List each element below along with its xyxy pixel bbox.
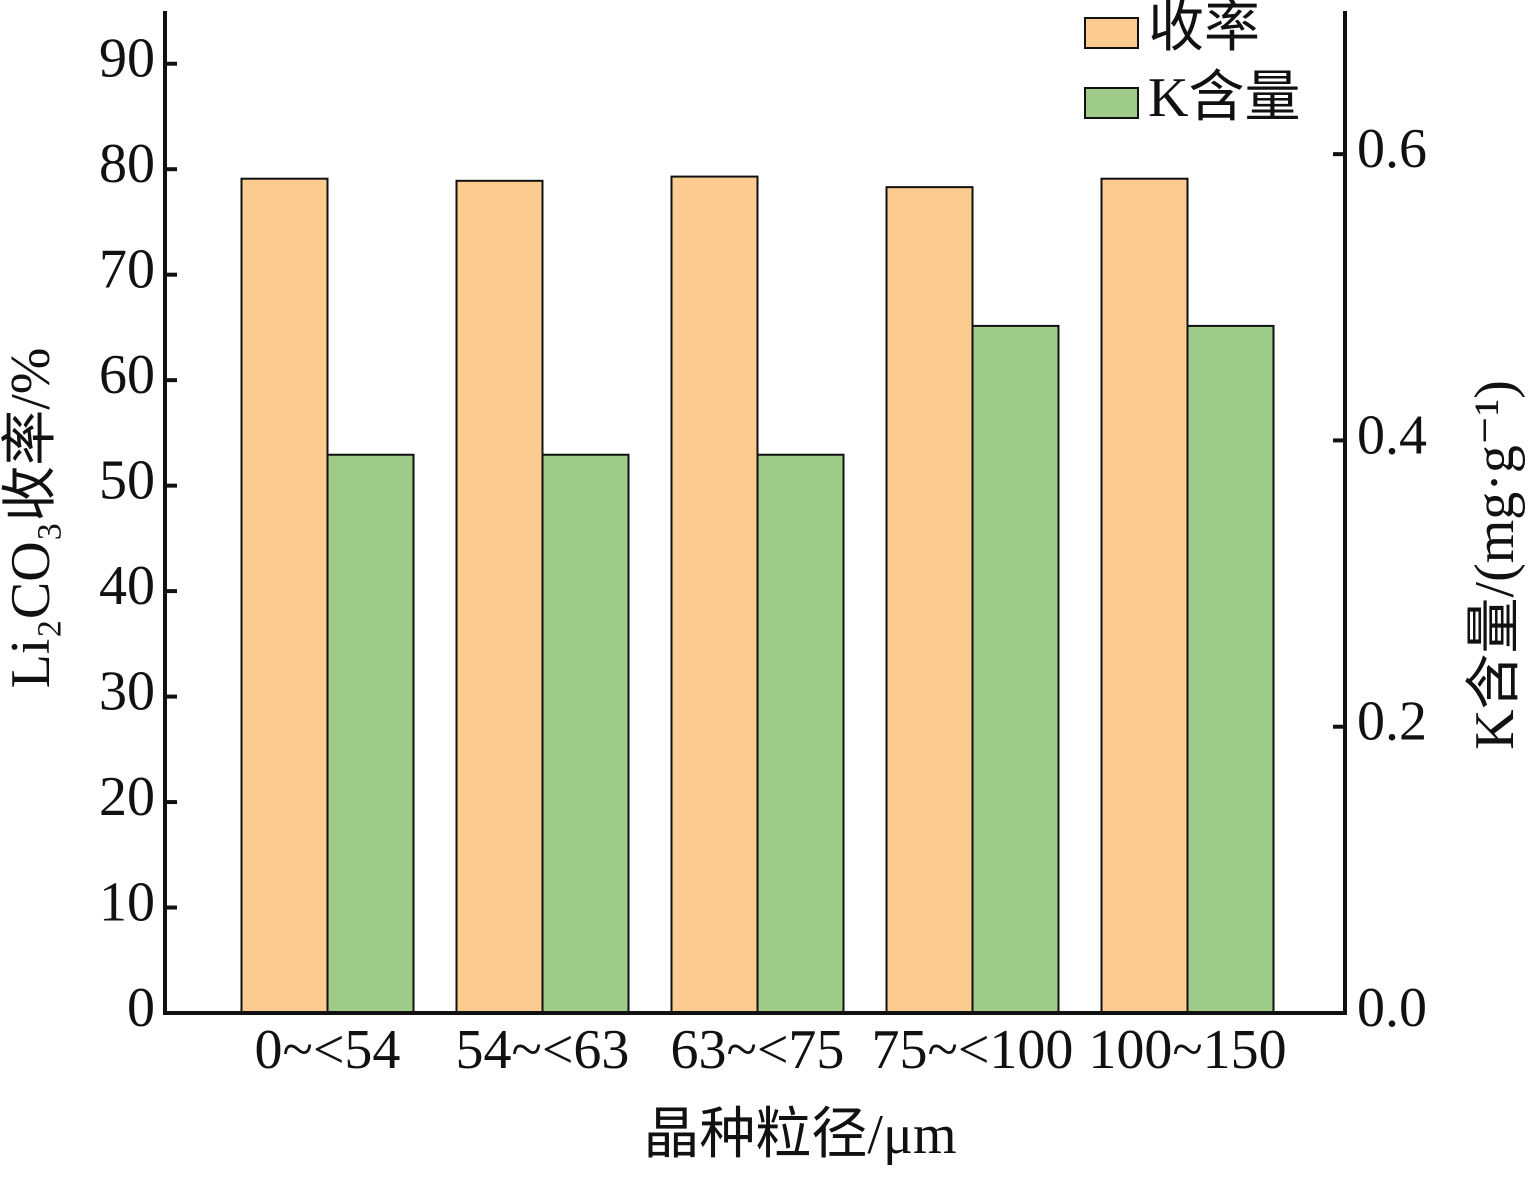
- bar: [1186, 324, 1275, 1014]
- x-tick-label: 0~<54: [255, 1019, 401, 1081]
- bar: [541, 453, 630, 1014]
- y-tick-label: 0: [127, 977, 155, 1039]
- x-tick-label: 63~<75: [671, 1019, 845, 1081]
- bar: [326, 453, 415, 1014]
- x-axis-label: 晶种粒径/μm: [643, 1104, 956, 1166]
- y-tick-label: 10: [99, 871, 155, 933]
- y-tick-label: 30: [99, 660, 155, 722]
- x-tick-label: 100~150: [1088, 1019, 1286, 1081]
- y2-tick-label: 0.6: [1357, 118, 1427, 180]
- x-tick-label: 54~<63: [456, 1019, 630, 1081]
- bar: [670, 175, 759, 1014]
- y2-tick-label: 0.4: [1357, 404, 1427, 466]
- bar: [240, 177, 329, 1014]
- y2-axis-label: K含量/(mg·g⁻¹): [1464, 380, 1526, 750]
- y-tick-label: 50: [99, 449, 155, 511]
- y-tick-label: 40: [99, 555, 155, 617]
- y2-tick-label: 0.0: [1357, 977, 1427, 1039]
- legend-swatch: [1084, 17, 1139, 49]
- y-tick-label: 90: [99, 28, 155, 90]
- legend-label: 收率: [1148, 0, 1260, 59]
- y-tick-label: 70: [99, 239, 155, 301]
- y-axis-label: Li₂CO₃收率/%: [0, 348, 62, 689]
- y-tick-label: 60: [99, 344, 155, 406]
- x-tick-label: 75~<100: [872, 1019, 1074, 1081]
- bar: [885, 186, 974, 1014]
- legend-swatch: [1084, 87, 1139, 119]
- bar: [1100, 177, 1189, 1014]
- y2-tick-label: 0.2: [1357, 691, 1427, 753]
- y-tick-label: 80: [99, 133, 155, 195]
- axes: [163, 11, 1347, 1015]
- bar: [971, 324, 1060, 1014]
- bar: [455, 179, 544, 1015]
- y-tick-label: 20: [99, 766, 155, 828]
- legend-label: K含量: [1148, 67, 1300, 129]
- bar: [756, 453, 845, 1014]
